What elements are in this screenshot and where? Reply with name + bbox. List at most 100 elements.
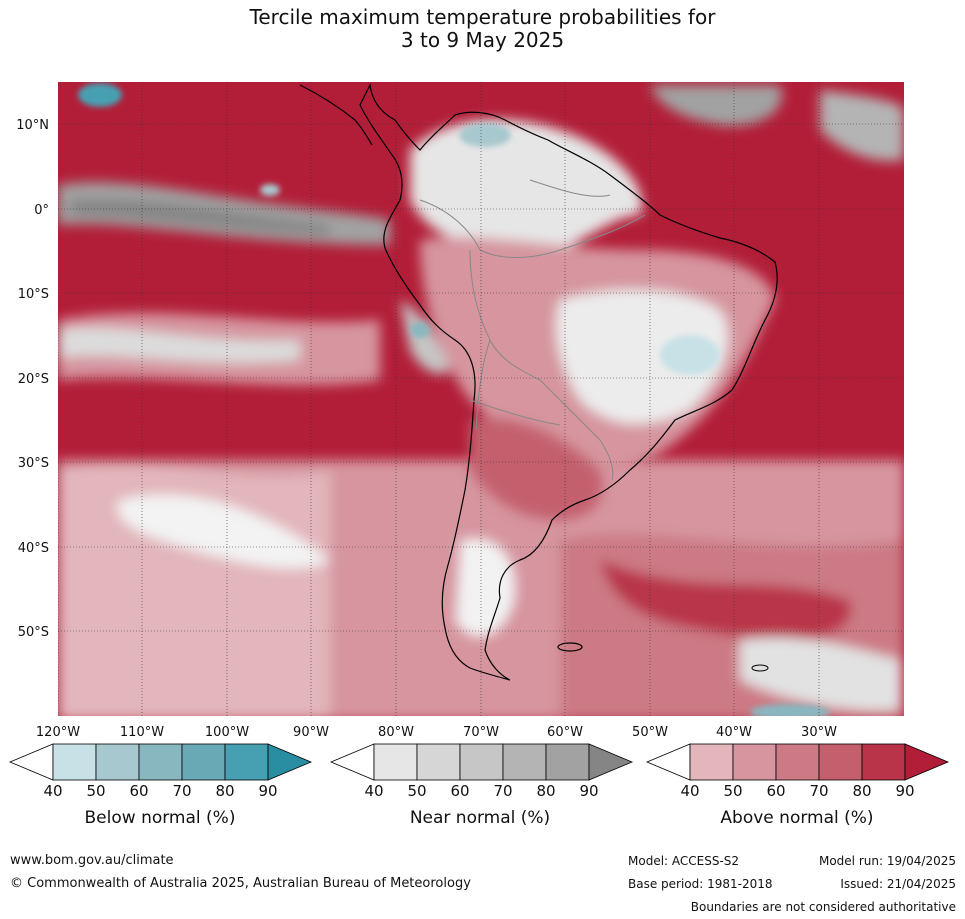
colorbar-segment [181, 743, 226, 781]
colorbar-segment [545, 743, 590, 781]
colorbar-tick-label: 80 [852, 782, 872, 800]
north-atlantic-grey [820, 90, 904, 161]
colorbar-tick-label: 90 [579, 782, 599, 800]
colorbar-segment [818, 743, 863, 781]
colorbar-segment [459, 743, 504, 781]
colorbar-tick-label: 40 [43, 782, 63, 800]
lon-label: 100°W [205, 725, 249, 740]
lon-label: 80°W [378, 725, 414, 740]
southeast-atlantic-grey [740, 637, 900, 711]
lon-label: 50°W [632, 725, 668, 740]
colorbar-tick-label: 50 [723, 782, 743, 800]
lon-label: 70°W [463, 725, 499, 740]
model-run-text: Model run: 19/04/2025 [818, 854, 956, 868]
south-america-coastline [359, 82, 778, 681]
title-line-2: 3 to 9 May 2025 [400, 28, 565, 52]
colorbar-tick-label: 60 [129, 782, 149, 800]
lat-label: 50°S [18, 625, 49, 640]
chart-title: Tercile maximum temperature probabilitie… [0, 6, 965, 52]
below-normal-patch-colombia [459, 123, 511, 147]
colorbars [8, 743, 950, 781]
lat-label: 10°S [18, 287, 49, 302]
colorbar-segment [502, 743, 547, 781]
andes-grey [400, 300, 450, 374]
colorbar-segment [138, 743, 183, 781]
patagonia-near-normal [455, 538, 516, 638]
website-text: www.bom.gov.au/climate [10, 853, 174, 868]
lon-label: 40°W [716, 725, 752, 740]
colorbar-tick-label: 60 [766, 782, 786, 800]
colorbar-high-extend [904, 743, 950, 781]
colorbar-2 [329, 743, 634, 781]
gridlines [58, 82, 904, 716]
brazil-near-normal [556, 289, 729, 424]
colorbar-high-extend [588, 743, 634, 781]
colorbar-segment [52, 743, 97, 781]
central-america-coastline [299, 84, 373, 146]
colorbar-tick-label: 50 [86, 782, 106, 800]
above-normal-label: Above normal (%) [720, 808, 874, 828]
colorbar-1 [8, 743, 313, 781]
map-field [58, 82, 904, 716]
colorbar-tick-label: 80 [536, 782, 556, 800]
lat-label: 30°S [18, 456, 49, 471]
pacific-grey-streak [58, 327, 300, 363]
colorbar-tick-label: 60 [450, 782, 470, 800]
lat-label: 0° [34, 203, 49, 218]
colorbar-segment [861, 743, 906, 781]
lat-label: 10°N [16, 118, 49, 133]
latitude-labels: 10°N 0° 10°S 20°S 30°S 40°S 50°S [16, 118, 49, 640]
below-normal-patch-pacific [78, 83, 122, 107]
issued-text: Issued: 21/04/2025 [840, 877, 956, 891]
colorbar-3 [645, 743, 950, 781]
colorbar-segment [416, 743, 461, 781]
caribbean-atlantic-grey [650, 85, 782, 126]
below-normal-patch-brazil [660, 335, 720, 375]
longitude-labels: 120°W 110°W 100°W 90°W 80°W 70°W 60°W 50°W 40°W 3… [36, 725, 837, 740]
colorbar-tick-label: 80 [215, 782, 235, 800]
disclaimer-text: Boundaries are not considered authoritat… [690, 900, 956, 914]
colorbar-tick-label: 70 [172, 782, 192, 800]
below-normal-label: Below normal (%) [84, 808, 236, 828]
colorbar-low-extend [8, 743, 54, 781]
colorbar-tick-label: 90 [895, 782, 915, 800]
lon-label: 90°W [293, 725, 329, 740]
colorbar-segment [775, 743, 820, 781]
colorbar-segment [95, 743, 140, 781]
equatorial-dark-grey [70, 199, 330, 235]
below-normal-patch-peru [410, 322, 430, 338]
colorbar-tick-label: 70 [493, 782, 513, 800]
model-text: Model: ACCESS-S2 [628, 854, 740, 868]
north-sa-near-normal [410, 119, 642, 250]
near-normal-label: Near normal (%) [409, 808, 551, 828]
pacific-near-normal-patch [117, 494, 330, 569]
colorbar-segment [732, 743, 777, 781]
lon-label: 30°W [801, 725, 837, 740]
lon-label: 110°W [120, 725, 164, 740]
title-line-1: Tercile maximum temperature probabilitie… [249, 5, 716, 29]
lat-label: 20°S [18, 372, 49, 387]
colorbar-tick-label: 40 [680, 782, 700, 800]
copyright-text: © Commonwealth of Australia 2025, Austra… [10, 876, 471, 891]
base-period-text: Base period: 1981-2018 [628, 877, 773, 891]
colorbar-segment [689, 743, 734, 781]
colorbar-segment [224, 743, 269, 781]
colorbar-tick-label: 40 [364, 782, 384, 800]
lon-label: 120°W [36, 725, 80, 740]
argentina-above-normal [470, 418, 603, 520]
colorbar-tick-label: 90 [258, 782, 278, 800]
colorbar-tick-label: 50 [407, 782, 427, 800]
below-normal-patch-south-atlantic [750, 704, 830, 716]
atlantic-red-streak [600, 560, 852, 640]
lat-label: 40°S [18, 541, 49, 556]
colorbar-low-extend [645, 743, 691, 781]
colorbar-segment [373, 743, 418, 781]
falkland-islands [557, 642, 583, 652]
south-georgia [751, 664, 769, 672]
country-borders [419, 179, 646, 481]
colorbar-high-extend [267, 743, 313, 781]
colorbar-low-extend [329, 743, 375, 781]
lon-label: 60°W [547, 725, 583, 740]
colorbar-tick-label: 70 [809, 782, 829, 800]
